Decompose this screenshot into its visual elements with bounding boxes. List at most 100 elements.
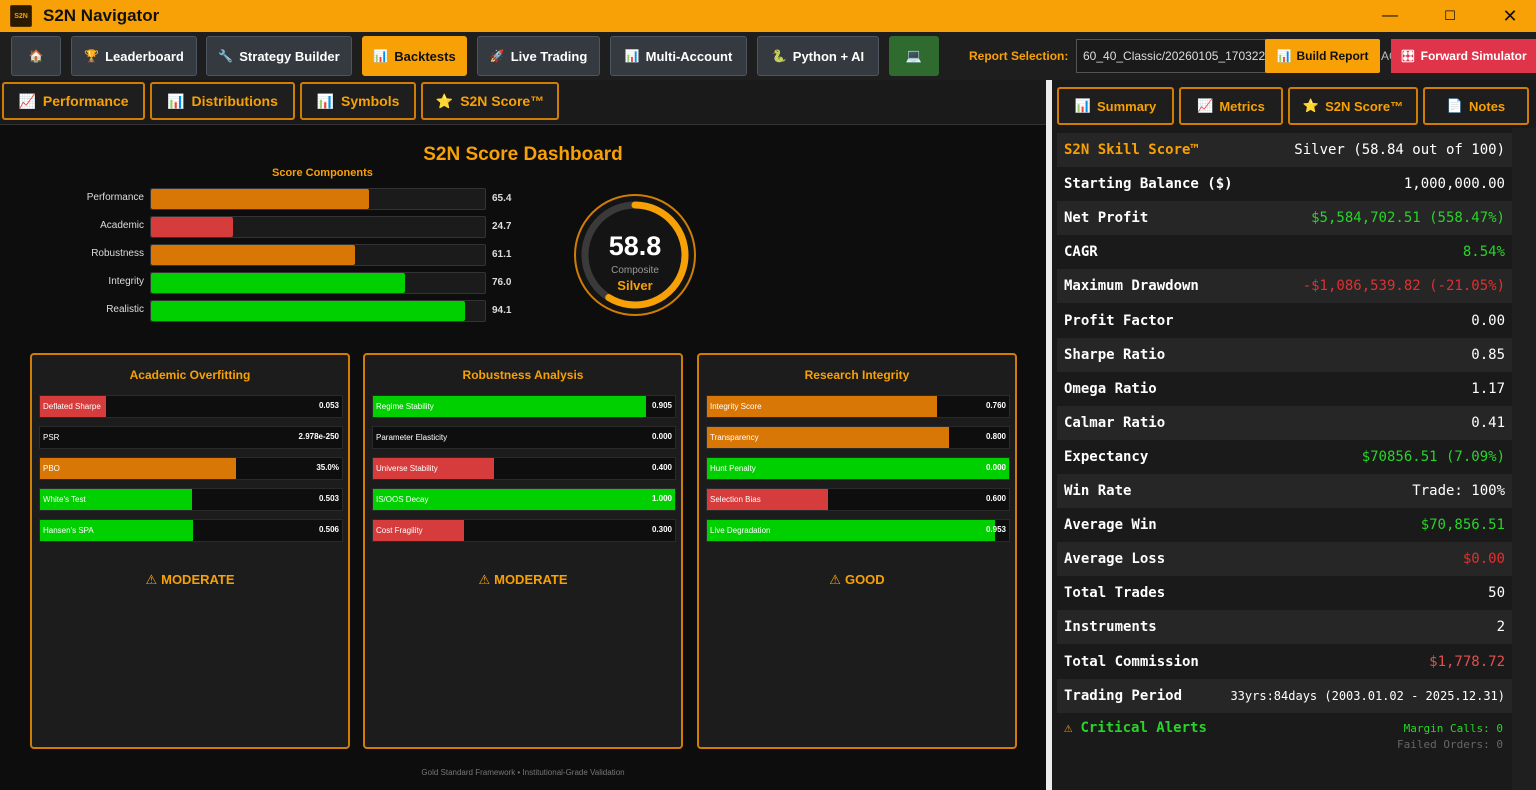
chart-icon: 📊	[1276, 49, 1292, 63]
metric-fill	[707, 458, 1009, 479]
terminal-button[interactable]: 💻	[889, 36, 939, 76]
stat-value: $5,584,702.51 (558.47%)	[1311, 210, 1505, 227]
forward-simulator-button[interactable]: 🎛 Forward Simulator	[1391, 39, 1536, 73]
stat-key: Instruments	[1064, 619, 1157, 636]
stat-key: Average Win	[1064, 517, 1157, 534]
dashboard-title: S2N Score Dashboard	[423, 144, 623, 165]
stat-value: 1,000,000.00	[1403, 176, 1505, 193]
nav-python-ai[interactable]: 🐍 Python + AI	[757, 36, 879, 76]
build-report-button[interactable]: 📊 Build Report	[1265, 39, 1380, 73]
dashboard-footer: Gold Standard Framework • Institutional-…	[421, 768, 625, 777]
terminal-icon: 💻	[905, 48, 923, 63]
stat-value: $0.00	[1462, 551, 1505, 568]
warning-icon: ⚠	[1064, 720, 1073, 736]
metric-label: IS/OOS Decay	[376, 495, 429, 504]
metric-value: 0.506	[318, 525, 339, 534]
metric-row: PSR 2.978e-250	[39, 426, 343, 449]
failed-orders: Failed Orders: 0	[1397, 738, 1503, 751]
report-selection-input[interactable]: 60_40_Classic/20260105_170322 |	[1076, 39, 1266, 73]
metric-label: Deflated Sharpe	[43, 402, 101, 411]
metric-row: Cost Fragility 0.300	[372, 519, 676, 542]
score-component-fill	[151, 273, 405, 293]
stat-key: Profit Factor	[1064, 312, 1174, 329]
star-icon: ⭐	[435, 92, 454, 109]
splitter[interactable]	[1046, 80, 1052, 790]
stat-value: $1,778.72	[1429, 653, 1505, 670]
tab-s2n-score[interactable]: ⭐ S2N Score™	[421, 82, 559, 120]
stat-key: Total Commission	[1064, 653, 1199, 670]
document-icon: 📄	[1446, 98, 1464, 113]
stat-value: Silver (58.84 out of 100)	[1294, 142, 1505, 158]
stat-row: Instruments 2	[1057, 610, 1512, 645]
panel-title: Academic Overfitting	[129, 368, 251, 382]
metric-fill	[373, 458, 494, 479]
composite-label: Composite	[611, 265, 659, 276]
panel-verdict: ⚠ MODERATE	[32, 572, 348, 588]
metric-row: Regime Stability 0.905	[372, 395, 676, 418]
metric-label: Selection Bias	[710, 495, 761, 504]
metric-row: White's Test 0.503	[39, 488, 343, 511]
stat-value: 50	[1488, 585, 1505, 602]
critical-alerts-title: Critical Alerts	[1080, 720, 1207, 736]
nav-multi-account[interactable]: 📊 Multi-Account	[610, 36, 747, 76]
stat-key: Trading Period	[1064, 687, 1183, 704]
stat-row: Omega Ratio 1.17	[1057, 372, 1512, 406]
metric-fill	[373, 489, 675, 510]
metric-row: Live Degradation 0.953	[706, 519, 1010, 542]
chart-icon: 📊	[624, 49, 640, 63]
stat-key: Maximum Drawdown	[1064, 278, 1199, 295]
score-component-track	[150, 244, 486, 266]
score-dashboard: S2N Score Dashboard Score Components Per…	[0, 124, 1046, 790]
side-scrollbar[interactable]	[1512, 128, 1536, 790]
minimize-button[interactable]: —	[1382, 7, 1398, 24]
app-title: S2N Navigator	[43, 6, 160, 25]
metric-label: PBO	[43, 464, 60, 473]
metric-row: Integrity Score 0.760	[706, 395, 1010, 418]
tab-distributions[interactable]: 📊 Distributions	[150, 82, 295, 120]
home-button[interactable]: 🏠	[11, 36, 61, 76]
tab-symbols[interactable]: 📊 Symbols	[300, 82, 416, 120]
maximize-button[interactable]: ☐	[1444, 8, 1456, 23]
bar-chart-icon: 📊	[1074, 98, 1091, 113]
warning-icon: ⚠	[145, 572, 158, 587]
stat-key: Calmar Ratio	[1064, 414, 1166, 431]
tab-side-s2n-score[interactable]: ⭐ S2N Score™	[1288, 87, 1418, 125]
tab-metrics[interactable]: 📈 Metrics	[1179, 87, 1283, 125]
gauge-ring	[574, 194, 696, 316]
analysis-panel: Robustness Analysis Regime Stability 0.905…	[363, 353, 683, 749]
score-component-row: Realistic 94.1	[60, 300, 530, 322]
score-component-label: Robustness	[91, 248, 144, 259]
stat-value: 2	[1496, 619, 1505, 636]
nav-live-trading[interactable]: 🚀 Live Trading	[477, 36, 600, 76]
metric-fill	[40, 520, 193, 541]
stat-row: Total Trades 50	[1057, 576, 1512, 610]
metric-value: 0.300	[651, 525, 672, 534]
simulator-icon: 🎛	[1400, 49, 1416, 63]
score-component-row: Integrity 76.0	[60, 272, 530, 294]
warning-icon: ⚠	[829, 572, 841, 587]
tab-performance[interactable]: 📈 Performance	[2, 82, 145, 120]
metric-value: 0.000	[985, 463, 1006, 472]
trophy-icon: 🏆	[84, 49, 100, 63]
score-component-track	[150, 272, 486, 294]
nav-backtests[interactable]: 📊 Backtests	[362, 36, 467, 76]
tab-summary[interactable]: 📊 Summary	[1057, 87, 1174, 125]
stat-value: $70,856.51	[1420, 517, 1505, 534]
metric-row: IS/OOS Decay 1.000	[372, 488, 676, 511]
tab-notes[interactable]: 📄 Notes	[1423, 87, 1529, 125]
metric-row: Transparency 0.800	[706, 426, 1010, 449]
metric-value: 35.0%	[316, 463, 339, 472]
critical-alerts: ⚠ Critical Alerts	[1064, 720, 1207, 736]
score-component-value: 94.1	[492, 305, 512, 316]
close-button[interactable]: ✕	[1502, 5, 1518, 26]
score-component-fill	[151, 217, 234, 237]
metric-fill	[40, 458, 237, 479]
app-logo: S2N	[10, 5, 32, 27]
metric-label: Hansen's SPA	[43, 526, 94, 535]
nav-leaderboard[interactable]: 🏆 Leaderboard	[71, 36, 197, 76]
metric-row: Universe Stability 0.400	[372, 457, 676, 480]
score-component-fill	[151, 301, 466, 321]
nav-strategy-builder[interactable]: 🔧 Strategy Builder	[206, 36, 352, 76]
score-component-track	[150, 300, 486, 322]
stat-key: Total Trades	[1064, 585, 1166, 602]
